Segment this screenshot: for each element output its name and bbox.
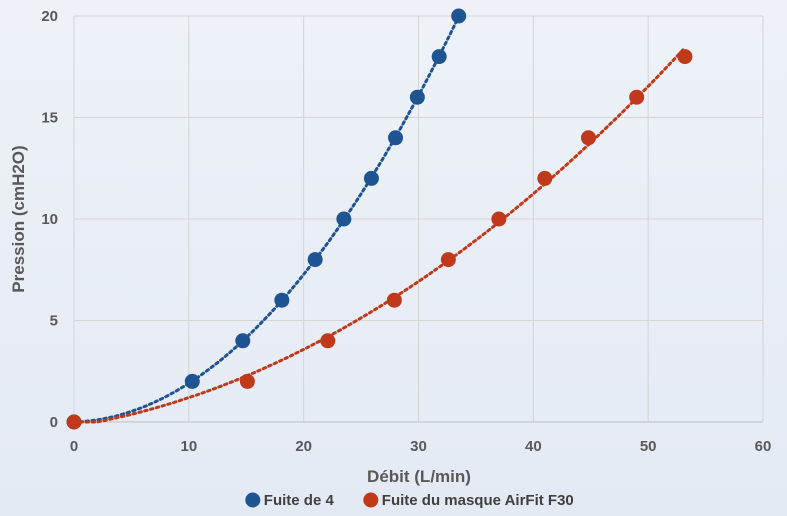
data-point-series-1 — [184, 373, 200, 389]
data-point-series-1 — [336, 211, 352, 227]
x-tick-label: 20 — [295, 438, 312, 455]
data-points — [66, 8, 693, 430]
x-axis-title: Débit (L/min) — [367, 467, 471, 486]
y-axis-title: Pression (cmH2O) — [9, 145, 28, 292]
data-point-series-2 — [491, 211, 507, 227]
tick-labels: 0 10 20 30 40 50 60 0 5 10 15 20 — [41, 8, 771, 455]
legend-label-series-2: Fuite du masque AirFit F30 — [382, 492, 574, 509]
x-tick-label: 30 — [410, 438, 427, 455]
data-point-series-2 — [677, 49, 693, 65]
y-tick-label: 20 — [41, 8, 58, 25]
data-point-series-1 — [431, 49, 447, 65]
y-tick-label: 5 — [50, 313, 58, 330]
legend-marker-series-1 — [245, 492, 261, 508]
legend: Fuite de 4 Fuite du masque AirFit F30 — [245, 492, 574, 509]
data-point-series-1 — [307, 252, 323, 268]
data-point-series-1 — [235, 333, 251, 349]
data-point-series-2 — [320, 333, 336, 349]
data-point-series-2 — [440, 252, 456, 268]
data-point-series-2 — [66, 414, 82, 430]
x-tick-label: 10 — [180, 438, 197, 455]
x-tick-label: 40 — [525, 438, 542, 455]
y-tick-label: 15 — [41, 110, 58, 127]
grid — [74, 15, 764, 422]
data-point-series-1 — [274, 292, 290, 308]
data-point-series-2 — [580, 130, 596, 146]
x-tick-label: 60 — [755, 438, 772, 455]
data-point-series-1 — [388, 130, 404, 146]
data-point-series-1 — [363, 170, 379, 186]
axes — [73, 16, 763, 423]
legend-marker-series-2 — [363, 492, 379, 508]
trendline-series-2 — [72, 46, 687, 424]
data-point-series-2 — [629, 89, 645, 105]
x-tick-label: 0 — [70, 438, 78, 455]
data-point-series-2 — [386, 292, 402, 308]
data-point-series-1 — [409, 89, 425, 105]
data-point-series-1 — [451, 8, 467, 24]
y-tick-label: 0 — [50, 414, 58, 431]
legend-label-series-1: Fuite de 4 — [264, 492, 335, 509]
data-point-series-2 — [537, 170, 553, 186]
y-tick-label: 10 — [41, 211, 58, 228]
x-tick-label: 50 — [640, 438, 657, 455]
data-point-series-2 — [239, 373, 255, 389]
